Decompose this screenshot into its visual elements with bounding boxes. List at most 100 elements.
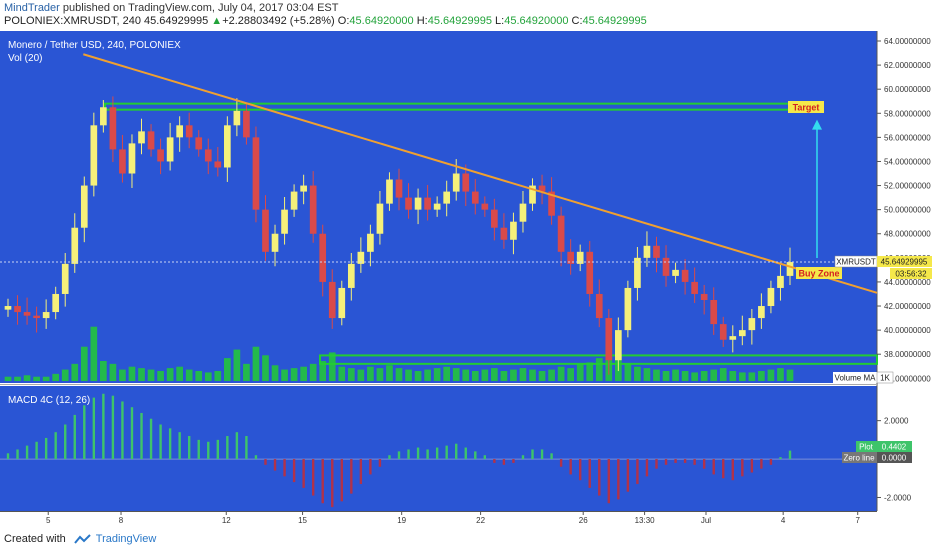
candle-body xyxy=(548,191,555,216)
macd-bar xyxy=(92,397,96,460)
volume-bar xyxy=(777,368,784,381)
macd-bar xyxy=(54,432,57,460)
low-label: L: xyxy=(495,15,505,27)
macd-bar xyxy=(645,459,649,477)
price-tick-label: 60.00000000 xyxy=(884,85,931,94)
volume-bar xyxy=(719,368,727,381)
target-label: Target xyxy=(793,103,820,113)
candle-body xyxy=(90,125,98,186)
candle-body xyxy=(252,137,260,210)
volume-bar xyxy=(185,369,193,381)
macd-bar xyxy=(6,453,10,460)
volume-bar xyxy=(214,371,222,381)
candle-body xyxy=(33,315,40,319)
tradingview-logo-icon xyxy=(73,534,91,544)
macd-bar xyxy=(369,459,372,475)
macd-bar xyxy=(264,459,267,465)
volume-bar xyxy=(586,362,594,381)
tradingview-brand[interactable]: TradingView xyxy=(95,533,157,545)
trendline xyxy=(83,53,878,294)
candle-body xyxy=(643,245,651,258)
macd-bar xyxy=(207,441,210,460)
volume-bar xyxy=(691,372,698,381)
candle-body xyxy=(338,287,346,319)
candle-body xyxy=(204,149,212,162)
volume-bar xyxy=(519,368,527,381)
price-tick-label: 36.00000000 xyxy=(884,374,931,383)
candle-body xyxy=(758,306,765,319)
volume-bar xyxy=(672,369,679,381)
volume-bar xyxy=(300,366,307,381)
macd-bar xyxy=(83,405,86,460)
plot-label: Plot xyxy=(859,443,874,452)
candle-body xyxy=(519,203,527,222)
candle-body xyxy=(719,324,727,340)
countdown: 03:56:32 xyxy=(895,270,927,279)
candle-body xyxy=(147,131,155,150)
volume-bar xyxy=(376,368,384,381)
volume-bar xyxy=(243,363,250,381)
volume-bar xyxy=(357,369,365,381)
macd-bar xyxy=(578,459,582,481)
macd-bar xyxy=(159,424,162,460)
chart-svg[interactable]: 64.00000000 62.00000000 60.00000000 58.0000… xyxy=(0,31,932,526)
macd-bar xyxy=(502,459,506,465)
volume-bar xyxy=(481,369,489,381)
candle-body xyxy=(500,227,508,240)
volume-bar xyxy=(367,366,374,381)
candle-body xyxy=(386,179,393,204)
price-tick-label: 64.00000000 xyxy=(884,37,931,46)
volume-bar xyxy=(166,368,174,381)
close-value: 45.64929995 xyxy=(582,15,647,27)
candle-body xyxy=(738,330,746,337)
author-link[interactable]: MindTrader xyxy=(4,2,60,14)
x-tick-label: 5 xyxy=(46,516,51,525)
last-price-tag: 45.64929995 xyxy=(881,258,928,267)
candle-body xyxy=(662,257,670,276)
macd-bar xyxy=(483,455,487,460)
macd-bar xyxy=(445,445,448,460)
candle-body xyxy=(233,110,241,126)
candle-body xyxy=(309,185,317,234)
macd-tick-label: 2.0000 xyxy=(884,417,909,426)
macd-bar xyxy=(216,439,220,460)
candle-body xyxy=(491,209,498,228)
candle-body xyxy=(347,263,355,288)
candle-body xyxy=(567,251,574,264)
volume-bar xyxy=(119,369,126,381)
macd-bar xyxy=(435,447,439,460)
macd-bar xyxy=(226,436,229,460)
candle-body xyxy=(395,179,403,198)
candle-body xyxy=(71,227,79,264)
macd-bar xyxy=(664,459,668,465)
price-tick-label: 62.00000000 xyxy=(884,61,931,70)
volume-bar xyxy=(233,349,241,381)
volume-bar xyxy=(710,369,718,381)
chart-area[interactable]: 64.00000000 62.00000000 60.00000000 58.0000… xyxy=(0,31,932,526)
countdown-bg xyxy=(890,268,932,279)
candle-body xyxy=(615,330,622,361)
created-with-text: Created with xyxy=(4,533,66,545)
macd-bar xyxy=(626,459,630,492)
high-value: 45.64929995 xyxy=(427,15,492,27)
volume-bar xyxy=(538,371,546,381)
price-tick-label: 50.00000000 xyxy=(884,206,931,215)
volume-bar xyxy=(452,368,460,381)
macd-bar xyxy=(130,407,134,460)
macd-bar xyxy=(559,459,563,467)
volume-ma-tag-bg xyxy=(833,372,877,383)
candle-body xyxy=(424,197,431,210)
macd-bar xyxy=(121,401,124,460)
candle-body xyxy=(767,287,775,307)
volume-bar xyxy=(595,358,603,381)
volume-bar xyxy=(462,369,470,381)
candle-body xyxy=(4,306,12,310)
macd-bar xyxy=(607,459,611,504)
ohlc-line: POLONIEX:XMRUSDT, 240 45.64929995 ▲+2.28… xyxy=(4,15,647,29)
macd-bar xyxy=(569,459,572,475)
candle-body xyxy=(367,233,374,252)
buy-zone-label: Buy Zone xyxy=(798,269,839,279)
candle-body xyxy=(281,209,288,234)
candle-body xyxy=(80,185,88,228)
candle-body xyxy=(510,221,517,240)
